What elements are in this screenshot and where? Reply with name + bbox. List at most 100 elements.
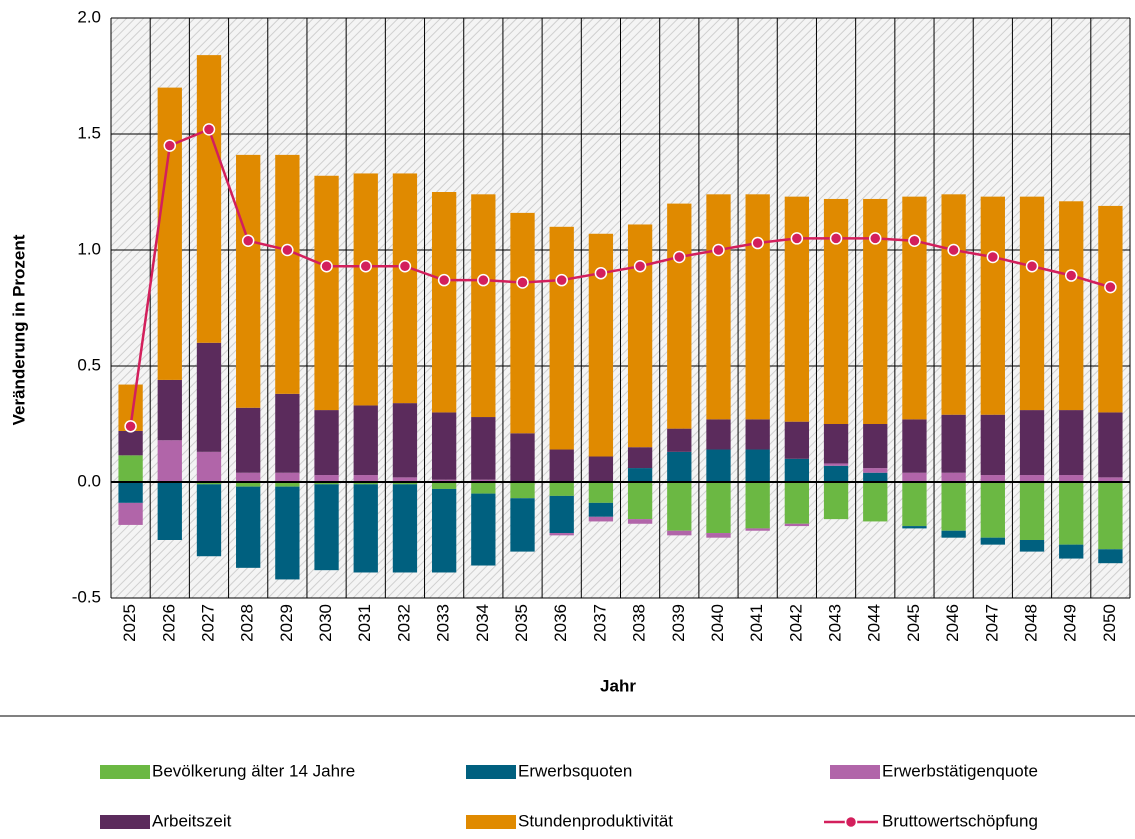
bar-segment — [549, 533, 574, 536]
bar-segment — [431, 479, 457, 482]
bar-segment — [980, 414, 1005, 476]
bar-segment — [1059, 544, 1084, 559]
y-tick-label: 2.0 — [77, 7, 101, 26]
line-marker — [1025, 259, 1039, 273]
line-marker — [163, 139, 177, 152]
bar-segment — [118, 430, 143, 456]
y-tick-label: 1.5 — [77, 123, 101, 142]
bar-segment — [902, 526, 927, 529]
bar-segment — [314, 484, 339, 571]
line-marker — [124, 420, 137, 433]
line-marker — [241, 234, 255, 247]
bar-segment — [941, 414, 966, 473]
bar-segment — [431, 482, 457, 489]
bar-segment — [157, 379, 182, 441]
bar-segment — [196, 451, 222, 482]
bar-segment — [392, 482, 418, 485]
bar-segment — [941, 194, 966, 415]
bar-segment — [902, 472, 927, 482]
bar-segment — [784, 421, 810, 459]
legend-label: Arbeitszeit — [152, 811, 232, 830]
bar-segment — [706, 449, 731, 482]
bar-segment — [863, 482, 888, 522]
x-tick-label: 2039 — [669, 604, 688, 642]
line-marker — [359, 259, 372, 273]
bar-segment — [1019, 482, 1045, 540]
legend-swatch — [100, 815, 150, 829]
line-marker — [790, 232, 804, 245]
line-marker — [712, 243, 725, 257]
bar-segment — [314, 175, 339, 411]
line-marker — [398, 259, 412, 273]
bar-segment — [1019, 540, 1045, 552]
bar-segment — [784, 196, 810, 422]
bar-segment — [275, 393, 300, 473]
bar-segment — [392, 484, 418, 573]
line-marker — [986, 250, 1000, 264]
x-tick-label: 2028 — [238, 604, 257, 642]
bar-segment — [157, 87, 182, 380]
bar-segment — [941, 472, 966, 482]
bar-segment — [392, 173, 418, 404]
x-tick-label: 2036 — [551, 604, 570, 642]
bar-segment — [745, 482, 770, 529]
bar-segment — [588, 456, 614, 482]
bar-segment — [823, 424, 849, 464]
bar-segment — [196, 342, 222, 452]
bar-segment — [196, 482, 222, 485]
bar-segment — [353, 484, 378, 573]
y-tick-label: -0.5 — [72, 587, 101, 606]
x-tick-label: 2041 — [747, 604, 766, 642]
x-tick-label: 2050 — [1100, 604, 1119, 642]
x-tick-label: 2047 — [982, 604, 1001, 642]
x-axis-label: Jahr — [600, 676, 636, 695]
x-tick-label: 2037 — [590, 604, 609, 642]
legend-swatch — [830, 765, 880, 779]
bar-segment — [314, 482, 339, 485]
line-marker — [516, 276, 529, 289]
x-tick-label: 2048 — [1022, 604, 1041, 642]
x-tick-label: 2045 — [904, 604, 923, 642]
bar-segment — [706, 533, 731, 538]
bar-segment — [471, 479, 496, 482]
bar-segment — [627, 224, 653, 448]
bar-segment — [1019, 410, 1045, 476]
bar-segment — [236, 482, 261, 487]
x-tick-label: 2026 — [159, 604, 178, 642]
bar-segment — [588, 482, 614, 503]
bar-segment — [1059, 482, 1084, 545]
line-marker — [633, 259, 647, 273]
bar-segment — [236, 154, 261, 408]
bar-segment — [745, 528, 770, 531]
line-marker — [202, 123, 216, 136]
line-marker — [908, 234, 921, 247]
bar-segment — [588, 516, 614, 522]
bar-segment — [823, 463, 849, 466]
bar-segment — [314, 475, 339, 482]
bar-segment — [1019, 475, 1045, 482]
bar-segment — [745, 419, 770, 450]
bar-segment — [980, 482, 1005, 538]
bar-segment — [196, 484, 222, 557]
bar-segment — [941, 482, 966, 531]
bar-segment — [196, 55, 222, 343]
bar-segment — [902, 482, 927, 527]
bar-segment — [118, 482, 143, 503]
bar-segment — [627, 519, 653, 524]
bar-segment — [157, 482, 182, 540]
legend-label: Erwerbstätigenquote — [882, 761, 1038, 780]
bar-segment — [667, 482, 692, 531]
bar-segment — [118, 455, 143, 482]
bar-segment — [1098, 412, 1123, 478]
line-marker — [320, 259, 333, 273]
bar-segment — [549, 482, 574, 496]
x-tick-label: 2040 — [708, 604, 727, 642]
x-tick-label: 2032 — [394, 604, 413, 642]
legend-swatch — [100, 765, 150, 779]
x-tick-label: 2029 — [277, 604, 296, 642]
bar-segment — [275, 472, 300, 482]
bar-segment — [157, 440, 182, 482]
bar-segment — [1098, 205, 1123, 413]
bar-segment — [784, 523, 810, 527]
